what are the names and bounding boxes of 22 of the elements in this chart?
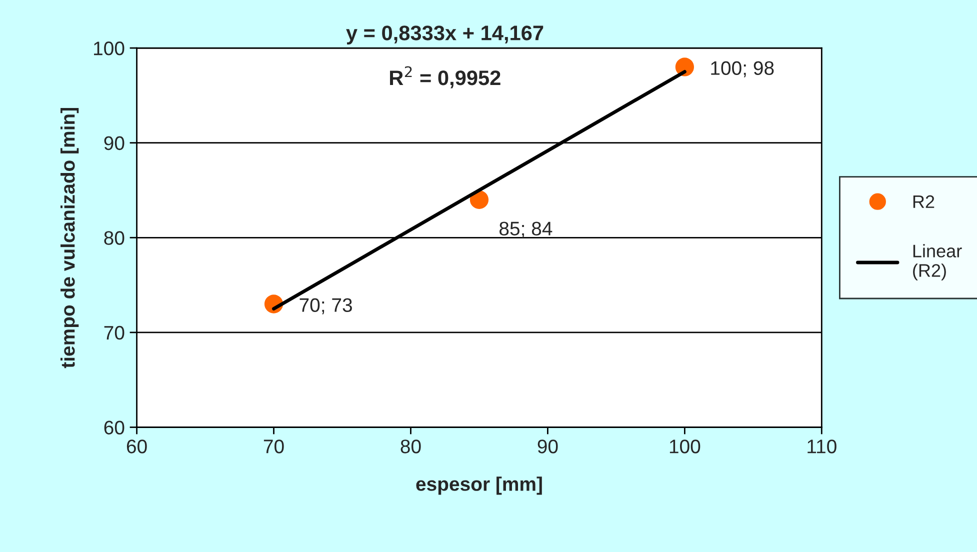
- x-axis-title: espesor [mm]: [416, 476, 542, 495]
- x-tick-label: 100: [670, 440, 700, 454]
- legend-label: Linear (R2): [913, 244, 962, 280]
- data-label: 100; 98: [711, 61, 774, 78]
- y-tick-label: 90: [104, 136, 124, 150]
- x-tick-label: 70: [264, 440, 284, 454]
- x-tick-label: 90: [538, 440, 558, 454]
- y-tick-label: 70: [104, 326, 124, 340]
- y-tick-label: 60: [104, 420, 124, 434]
- legend-label: R2: [913, 195, 934, 208]
- data-label: 70; 73: [300, 298, 352, 314]
- y-tick-label: 100: [94, 41, 124, 56]
- annotation: R$^{2}$ = 0,9952: [390, 66, 500, 88]
- x-tick-label: 80: [400, 440, 421, 454]
- x-tick-label: 60: [126, 440, 147, 454]
- y-tick-label: 80: [104, 231, 124, 245]
- point: [470, 190, 489, 210]
- point: [675, 58, 694, 76]
- data-label: 85; 84: [500, 222, 552, 238]
- x-tick-label: 110: [808, 440, 836, 454]
- y-axis-title: tiempo de vulcanizado [min]: [60, 108, 79, 368]
- text: y = 0,8333x + 14,167: [346, 26, 544, 44]
